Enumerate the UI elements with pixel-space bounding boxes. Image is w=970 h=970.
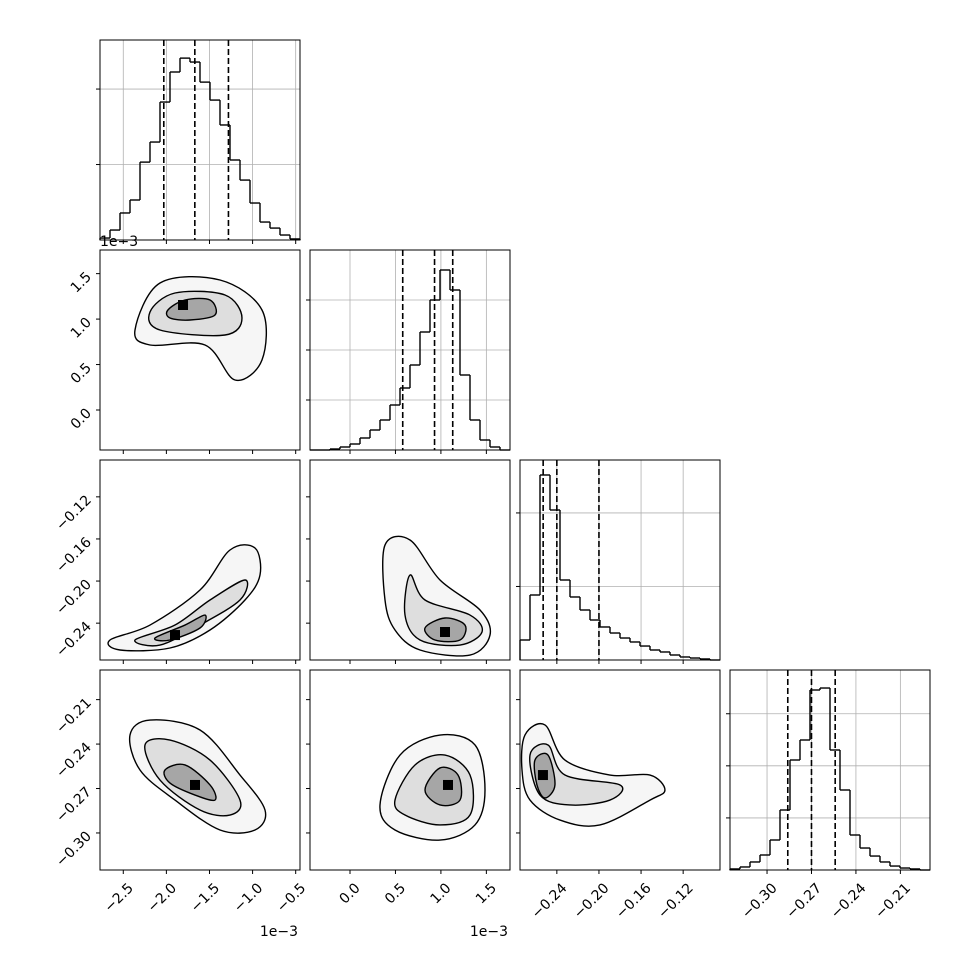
panel-frame [99,459,301,661]
density-peak [190,779,200,790]
panel-frame [519,459,721,661]
panel-frame [519,669,721,871]
x-offset-label: 1e−3 [470,924,508,940]
density-peak [443,779,453,790]
panel-frame [99,249,301,451]
density-peak [178,300,189,310]
density-peak [537,770,548,781]
contour [153,614,207,642]
panel-frame [99,39,301,241]
contour [107,544,262,652]
x-offset-label: 1e−3 [260,924,298,940]
contour [134,579,249,647]
y-offset-label: 1e−3 [100,234,138,250]
panel-frame [309,669,511,871]
density-peak [440,627,450,637]
panel-frame [729,669,931,871]
panel-frame [309,459,511,661]
density-peak [170,630,180,641]
panel-frame [99,669,301,871]
panel-frame [309,249,511,451]
